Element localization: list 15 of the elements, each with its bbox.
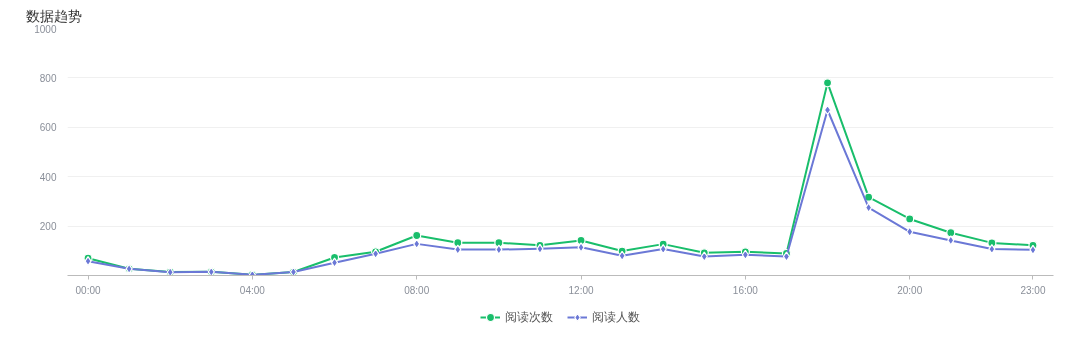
x-tick-label: 16:00 bbox=[732, 284, 759, 296]
y-tick-label: 1000 bbox=[34, 23, 57, 35]
y-tick-label: 800 bbox=[39, 72, 57, 84]
x-tick-label: 00:00 bbox=[75, 284, 101, 296]
x-tick-label: 04:00 bbox=[239, 284, 266, 296]
x-tick-label: 20:00 bbox=[897, 284, 923, 296]
legend-label: 阅读人数 bbox=[592, 308, 640, 326]
x-tick-label: 12:00 bbox=[568, 284, 594, 296]
y-tick-label: 400 bbox=[39, 171, 57, 183]
x-tick-label: 08:00 bbox=[404, 284, 430, 296]
chart-title: 数据趋势 bbox=[25, 7, 82, 24]
y-tick-label: 200 bbox=[39, 221, 57, 233]
x-tick-label: 23:00 bbox=[1020, 284, 1046, 296]
legend-label: 阅读次数 bbox=[505, 308, 553, 326]
y-tick-label: 600 bbox=[39, 122, 57, 134]
